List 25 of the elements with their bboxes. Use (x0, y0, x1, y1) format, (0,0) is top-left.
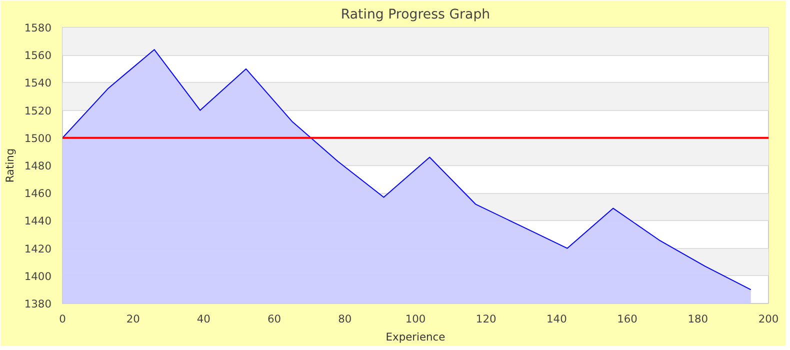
y-tick-label: 1400 (24, 270, 52, 283)
y-axis-title: Rating (3, 148, 16, 183)
y-tick-label: 1460 (24, 187, 52, 200)
y-tick-label: 1420 (24, 242, 52, 256)
y-tick-label: 1480 (24, 160, 52, 172)
x-tick-label: 200 (758, 312, 779, 326)
chart-title: Rating Progress Graph (340, 8, 490, 22)
y-tick-label: 1500 (24, 132, 52, 145)
x-tick-label: 80 (338, 312, 352, 326)
x-tick-label: 40 (196, 312, 211, 326)
x-tick-label: 180 (688, 312, 708, 326)
x-tick-label: 60 (268, 312, 282, 326)
y-tick-label: 1440 (24, 214, 52, 228)
x-tick-label: 120 (476, 312, 496, 326)
y-tick-label: 1520 (24, 104, 52, 118)
x-axis-title: Experience (386, 330, 446, 344)
y-tick-label: 1560 (24, 49, 52, 62)
y-tick-label: 1580 (24, 22, 52, 34)
y-tick-label: 1380 (24, 298, 52, 310)
x-tick-label: 100 (405, 312, 426, 326)
x-tick-label: 160 (617, 312, 638, 326)
x-tick-label: 20 (126, 312, 140, 326)
x-tick-label: 140 (546, 312, 568, 326)
y-tick-label: 1540 (24, 76, 52, 90)
x-tick-label: 0 (59, 312, 66, 326)
